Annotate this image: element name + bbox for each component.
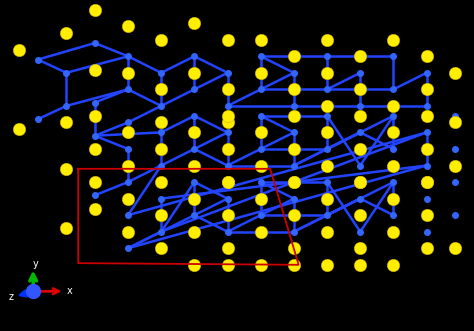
Text: x: x xyxy=(66,286,72,296)
Text: y: y xyxy=(33,259,38,269)
Text: z: z xyxy=(9,292,14,302)
